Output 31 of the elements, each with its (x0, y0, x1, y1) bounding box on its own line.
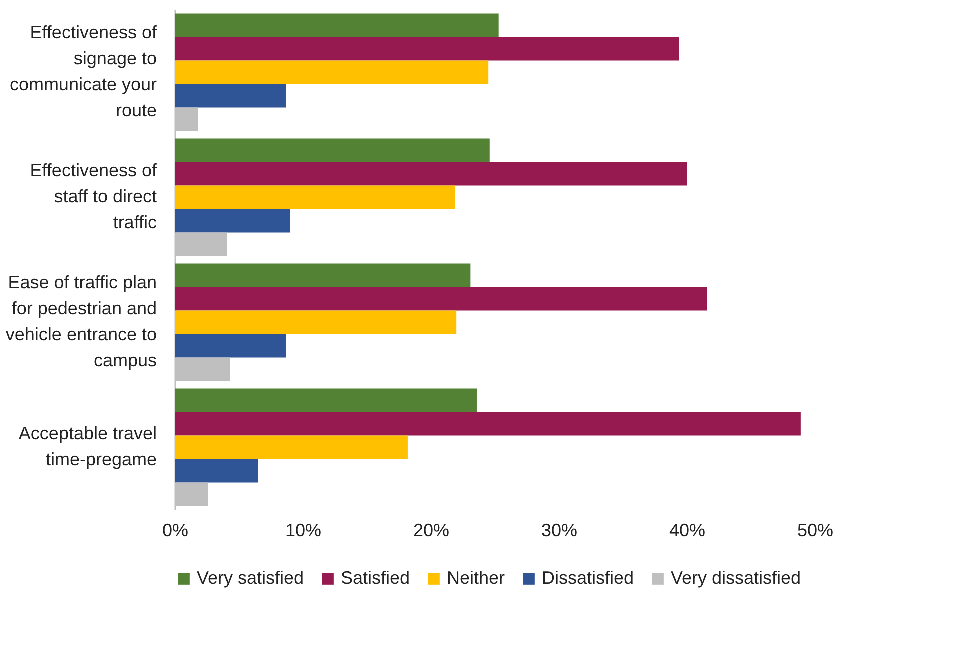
y-tick-label: Ease of traffic plan for pedestrian and vehicle entrance to campus (6, 272, 157, 370)
x-tick-label: 40% (669, 520, 706, 540)
x-tick-label: 30% (541, 520, 578, 540)
y-tick-label: Effectiveness of signage to communicate your route (10, 22, 158, 120)
y-tick-label: Effectiveness of staff to direct traffic (30, 160, 158, 232)
bar (175, 186, 456, 210)
bar (175, 459, 258, 483)
legend-label: Dissatisfied (542, 568, 634, 588)
bar (175, 287, 708, 311)
legend-label: Very satisfied (197, 568, 304, 588)
bar (175, 209, 290, 233)
bar (175, 60, 489, 84)
bar (175, 84, 286, 108)
legend-label: Neither (447, 568, 506, 588)
bar (175, 14, 499, 38)
legend-label: Satisfied (341, 568, 410, 588)
bar (175, 264, 471, 288)
bar (175, 436, 408, 460)
x-tick-label: 20% (413, 520, 450, 540)
bar (175, 412, 801, 436)
bar (175, 162, 687, 186)
x-tick-label: 50% (797, 520, 834, 540)
x-tick-label: 10% (285, 520, 322, 540)
x-tick-label: 0% (162, 520, 189, 540)
bar (175, 138, 490, 162)
bar (175, 388, 478, 412)
bar (175, 310, 457, 334)
bar (175, 37, 680, 61)
legend-label: Very dissatisfied (671, 568, 802, 588)
y-tick-label: Acceptable travel time-pregame (18, 424, 157, 470)
bar (175, 334, 286, 358)
